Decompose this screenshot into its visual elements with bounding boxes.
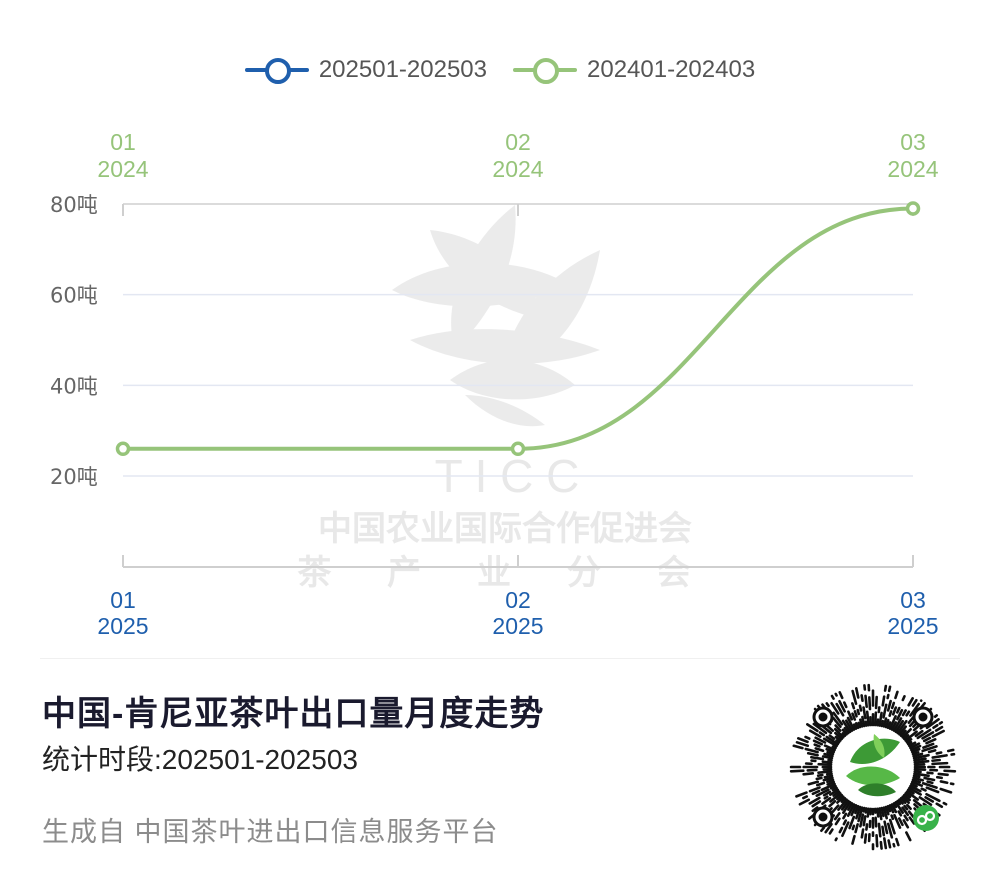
x-top-year-label: 2024 (887, 156, 938, 182)
chart-legend: 202501-202503 202401-202403 (0, 52, 1000, 88)
tea-leaf-logo-icon (392, 205, 600, 427)
data-point (510, 441, 526, 457)
y-tick-label: 60吨 (50, 284, 98, 308)
section-divider (40, 658, 960, 659)
x-top-month-label: 01 (110, 129, 136, 155)
x-top-month-label: 02 (505, 129, 531, 155)
x-bottom-month-label: 02 (505, 587, 531, 613)
x-bottom-year-label: 2025 (97, 613, 148, 639)
legend-label-2025: 202501-202503 (318, 56, 487, 83)
x-bottom-month-label: 01 (110, 587, 136, 613)
y-tick-label: 20吨 (50, 465, 98, 489)
series-line (123, 206, 914, 451)
data-point (905, 201, 921, 216)
x-top-month-label: 03 (900, 129, 926, 155)
source-text: 生成自 中国茶叶进出口信息服务平台 (42, 817, 499, 847)
link-icon (913, 805, 939, 831)
chart-title: 中国-肯尼亚茶叶出口量月度走势 (42, 695, 545, 733)
y-tick-label: 40吨 (50, 374, 98, 398)
tea-leaf-icon (846, 734, 900, 797)
period-text: 统计时段:202501-202503 (42, 744, 358, 775)
legend-marker-2024 (513, 56, 577, 84)
watermark-line1: 中国农业国际合作促进会 (318, 509, 692, 549)
x-bottom-year-label: 2025 (887, 613, 938, 639)
x-bottom-month-label: 03 (900, 587, 926, 613)
watermark: T I C C 中国农业国际合作促进会 茶 产 业 分 会 (297, 205, 712, 593)
legend-marker-2025 (244, 56, 309, 84)
y-tick-label: 80吨 (50, 193, 98, 217)
x-top-year-label: 2024 (492, 156, 543, 182)
data-point (115, 441, 131, 457)
line-chart: T I C C 中国农业国际合作促进会 茶 产 业 分 会 20吨 40吨 60吨 8… (50, 129, 939, 639)
legend-label-2024: 202401-202403 (587, 56, 756, 83)
x-bottom-year-label: 2025 (492, 613, 543, 639)
legend-item-2025[interactable]: 202501-202503 (244, 56, 487, 84)
qr-code-icon[interactable] (788, 682, 958, 852)
watermark-line2: 茶 产 业 分 会 (297, 553, 712, 593)
legend-item-2024[interactable]: 202401-202403 (513, 56, 755, 84)
x-top-year-label: 2024 (97, 156, 148, 182)
